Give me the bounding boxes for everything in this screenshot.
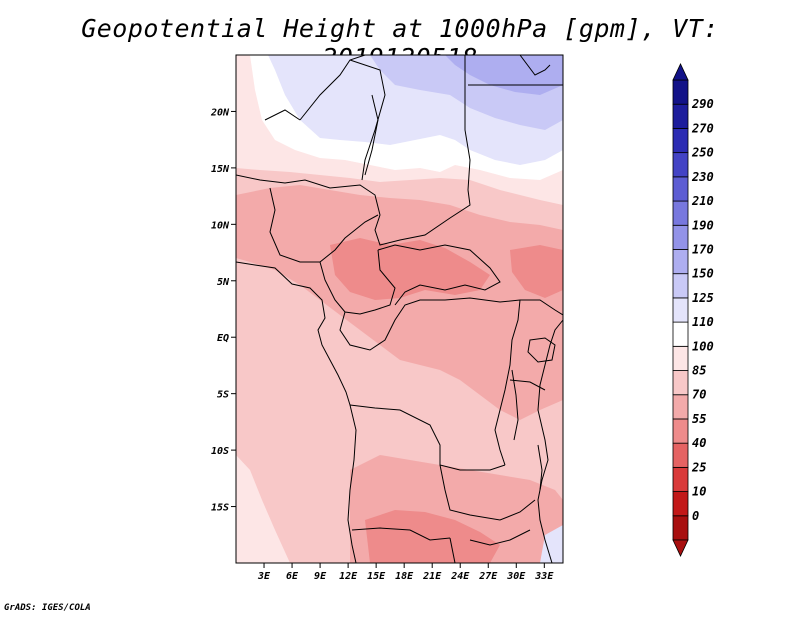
lat-tick-label: 10N [211, 220, 230, 231]
field-band-100-sw [236, 455, 290, 563]
colorbar-label: 70 [692, 388, 706, 402]
colorbar-bottom-arrow [672, 539, 689, 557]
colorbar-label: 230 [691, 170, 714, 184]
colorbar-label: 10 [692, 485, 706, 499]
colorbar-label: 150 [692, 267, 714, 281]
border-libya-niger [299, 55, 366, 121]
latitude-axis: 20N 15N 10N 5N EQ 5S 10S 15S [210, 107, 236, 514]
border-niger-chad [349, 59, 386, 181]
border-namibia-botswana [449, 537, 456, 563]
field-band-125-se [540, 525, 563, 563]
lon-tick-label: 3E [257, 571, 271, 582]
border-zambia [439, 464, 536, 521]
colorbar-segment [672, 345, 689, 371]
colorbar-label: 0 [692, 509, 699, 523]
lake-tanganyika [511, 369, 519, 441]
colorbar-segment [672, 128, 689, 154]
red-sea-coast [519, 55, 551, 76]
coastline-east [537, 319, 563, 563]
colorbar-segment [672, 224, 689, 250]
colorbar-segment [672, 273, 689, 299]
coastline-west [236, 261, 357, 563]
lat-tick-label: 15N [211, 164, 230, 175]
colorbar-label: 250 [691, 146, 714, 160]
lat-tick-label: 20N [210, 107, 230, 118]
colorbar-label: 40 [692, 436, 706, 450]
lat-tick-label: 15S [211, 503, 229, 514]
border-sahel-1 [236, 174, 471, 246]
colorbar-label: 25 [691, 460, 706, 474]
border-angola-south [351, 527, 451, 541]
colorbar-segment [672, 491, 689, 517]
lon-tick-label: 30E [506, 571, 526, 582]
colorbar-segment [672, 466, 689, 492]
colorbar-top-arrow [672, 63, 689, 81]
lon-tick-label: 12E [339, 571, 358, 582]
border-congo [339, 297, 521, 351]
colorbar-label: 110 [692, 315, 714, 329]
colorbar-segment [672, 103, 689, 129]
colorbar-label: 55 [692, 412, 706, 426]
border-drc-east [494, 299, 521, 466]
lon-tick-label: 33E [534, 571, 554, 582]
border-angola [349, 404, 506, 471]
colorbar-segment [672, 442, 689, 468]
colorbar-segment [672, 418, 689, 444]
field-band-55-east [510, 245, 563, 298]
colorbar-segment [672, 321, 689, 347]
colorbar-label: 290 [691, 97, 714, 111]
lat-tick-label: 5S [217, 390, 229, 401]
colorbar-label: 190 [692, 218, 714, 232]
colorbar-label: 270 [691, 121, 714, 135]
border-algeria [264, 109, 301, 121]
lon-tick-label: 6E [286, 571, 299, 582]
lat-tick-label: 10S [211, 446, 229, 457]
border-zimbabwe [469, 529, 531, 546]
colorbar-label: 85 [692, 364, 706, 378]
nile-river [364, 94, 379, 176]
colorbar-segment [672, 152, 689, 178]
colorbar: 0 10 25 40 55 70 85 100 110 125 150 170 190 210 230 250… [672, 63, 714, 557]
field-band-55-south [365, 510, 500, 563]
colorbar-label: 100 [692, 339, 714, 353]
lat-tick-label: 5N [217, 277, 230, 288]
lon-tick-label: 9E [314, 571, 327, 582]
colorbar-segment [672, 370, 689, 396]
colorbar-segment [672, 176, 689, 202]
border-nigeria [269, 187, 379, 263]
border-tanzania [509, 379, 546, 391]
height-field [236, 55, 563, 563]
colorbar-segment [672, 297, 689, 323]
grads-credit: GrADS: IGES/COLA [4, 603, 91, 613]
colorbar-label: 210 [691, 194, 714, 208]
colorbar-segment [672, 515, 689, 541]
colorbar-segment [672, 394, 689, 420]
lon-tick-label: 27E [478, 571, 498, 582]
colorbar-segment [672, 249, 689, 275]
colorbar-segment [672, 79, 689, 105]
field-band-70-central [236, 185, 563, 420]
lon-tick-label: 15E [367, 571, 386, 582]
lake-victoria [527, 337, 556, 363]
colorbar-label: 125 [692, 291, 714, 305]
longitude-axis: 3E 6E 9E 12E 15E 18E 21E 24E 27E 30E 33E [257, 563, 554, 582]
border-cameroon [319, 249, 396, 315]
border-uganda-kenya [520, 299, 563, 316]
lat-tick-label: EQ [217, 333, 229, 344]
lake-malawi [537, 444, 543, 491]
country-borders [236, 55, 563, 563]
lon-tick-label: 18E [395, 571, 414, 582]
field-band-55-north [330, 238, 490, 300]
lon-tick-label: 21E [422, 571, 442, 582]
colorbar-segment [672, 200, 689, 226]
colorbar-label: 170 [692, 242, 714, 256]
border-car [377, 244, 501, 306]
plot-frame [235, 54, 564, 564]
lon-tick-label: 24E [450, 571, 470, 582]
border-sudan [464, 55, 471, 191]
